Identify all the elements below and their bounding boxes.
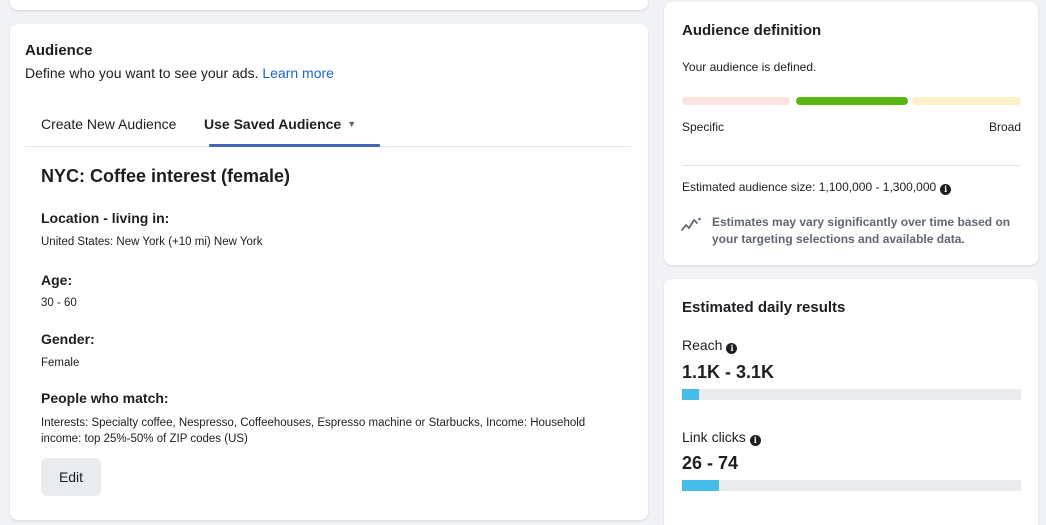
estimated-daily-results-card: Estimated daily results Reach i 1.1K - 3.… [664,279,1038,525]
reach-value: 1.1K - 3.1K [682,362,775,382]
saved-audience-name: NYC: Coffee interest (female) [41,166,291,186]
age-value: 30 - 60 [41,297,77,309]
meter-specific-segment [682,97,790,105]
location-label: Location - living in: [41,210,170,226]
definition-divider [682,165,1021,166]
reach-bar-fill [682,389,699,400]
meter-broad-label: Broad [988,120,1021,134]
estimate-note: Estimates may vary significantly over ti… [712,215,1011,246]
audience-subtitle-text: Define who you want to see your ads. [25,65,259,81]
reach-bar [682,389,1021,400]
gender-value: Female [41,357,80,369]
reach-label-text: Reach [682,337,723,353]
learn-more-link[interactable]: Learn more [262,65,334,81]
people-who-match-value: Interests: Specialty coffee, Nespresso, … [41,417,586,445]
definition-status: Your audience is defined. [682,60,817,74]
active-tab-indicator [209,144,380,147]
link-clicks-value: 26 - 74 [682,453,739,473]
link-clicks-info-icon[interactable]: i [749,434,761,446]
location-value: United States: New York (+10 mi) New Yor… [41,236,263,248]
people-who-match-label: People who match: [41,390,169,406]
reach-info-icon[interactable]: i [726,342,738,354]
audience-size: Estimated audience size: 1,100,000 - 1,3… [682,180,952,195]
meter-broad-segment [912,97,1021,105]
audience-title: Audience [25,42,93,59]
daily-results-title: Estimated daily results [682,299,846,316]
meter-defined-segment [796,97,908,105]
gender-label: Gender: [41,331,95,347]
tab-use-saved-audience-label: Use Saved Audience [204,116,342,132]
reach-label: Reach i [682,337,738,354]
audience-card: Audience Define who you want to see your… [10,24,648,520]
link-clicks-bar [682,480,1021,491]
link-clicks-label-text: Link clicks [682,429,746,445]
definition-title: Audience definition [682,22,822,39]
audience-size-text: Estimated audience size: 1,100,000 - 1,3… [682,180,937,194]
tab-create-new-audience[interactable]: Create New Audience [41,116,177,132]
link-clicks-bar-fill [682,480,720,491]
audience-tabs: Create New Audience Use Saved Audience ▼ [25,106,631,147]
info-icon[interactable]: i [940,183,952,195]
trend-line-icon [681,217,701,231]
previous-section-card [10,0,648,10]
audience-definition-card: Audience definition Your audience is def… [664,2,1038,265]
edit-button[interactable]: Edit [41,458,101,496]
caret-down-icon: ▼ [347,119,357,129]
meter-specific-label: Specific [682,120,725,134]
link-clicks-label: Link clicks i [682,429,761,446]
tab-use-saved-audience[interactable]: Use Saved Audience ▼ [204,116,356,132]
audience-subtitle: Define who you want to see your ads. Lea… [25,65,334,81]
age-label: Age: [41,272,73,288]
